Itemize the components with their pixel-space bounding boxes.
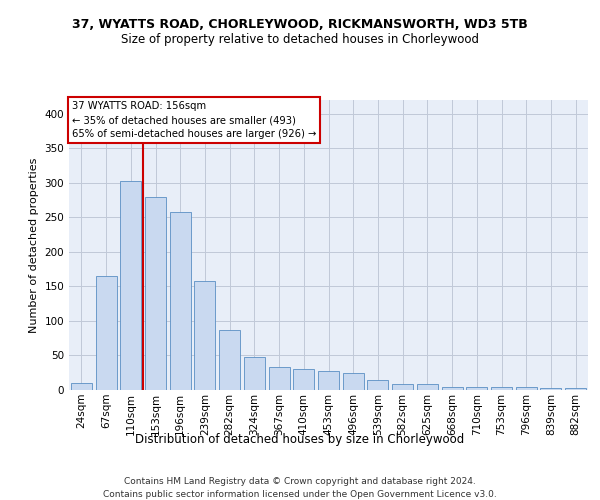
Y-axis label: Number of detached properties: Number of detached properties bbox=[29, 158, 39, 332]
Bar bbox=[417, 384, 438, 390]
Bar bbox=[219, 330, 240, 390]
Bar bbox=[71, 383, 92, 390]
Bar bbox=[491, 386, 512, 390]
Bar bbox=[466, 386, 487, 390]
Bar bbox=[95, 276, 116, 390]
Text: Contains public sector information licensed under the Open Government Licence v3: Contains public sector information licen… bbox=[103, 490, 497, 499]
Text: Size of property relative to detached houses in Chorleywood: Size of property relative to detached ho… bbox=[121, 32, 479, 46]
Text: 37, WYATTS ROAD, CHORLEYWOOD, RICKMANSWORTH, WD3 5TB: 37, WYATTS ROAD, CHORLEYWOOD, RICKMANSWO… bbox=[72, 18, 528, 30]
Bar bbox=[565, 388, 586, 390]
Bar bbox=[442, 386, 463, 390]
Bar bbox=[318, 372, 339, 390]
Bar bbox=[516, 387, 537, 390]
Bar bbox=[170, 212, 191, 390]
Bar bbox=[343, 372, 364, 390]
Text: Contains HM Land Registry data © Crown copyright and database right 2024.: Contains HM Land Registry data © Crown c… bbox=[124, 478, 476, 486]
Bar bbox=[244, 357, 265, 390]
Bar bbox=[194, 281, 215, 390]
Bar bbox=[120, 181, 141, 390]
Bar bbox=[145, 196, 166, 390]
Text: 37 WYATTS ROAD: 156sqm
← 35% of detached houses are smaller (493)
65% of semi-de: 37 WYATTS ROAD: 156sqm ← 35% of detached… bbox=[71, 102, 316, 140]
Bar bbox=[293, 370, 314, 390]
Bar bbox=[367, 380, 388, 390]
Bar bbox=[269, 367, 290, 390]
Text: Distribution of detached houses by size in Chorleywood: Distribution of detached houses by size … bbox=[136, 432, 464, 446]
Bar bbox=[392, 384, 413, 390]
Bar bbox=[541, 388, 562, 390]
